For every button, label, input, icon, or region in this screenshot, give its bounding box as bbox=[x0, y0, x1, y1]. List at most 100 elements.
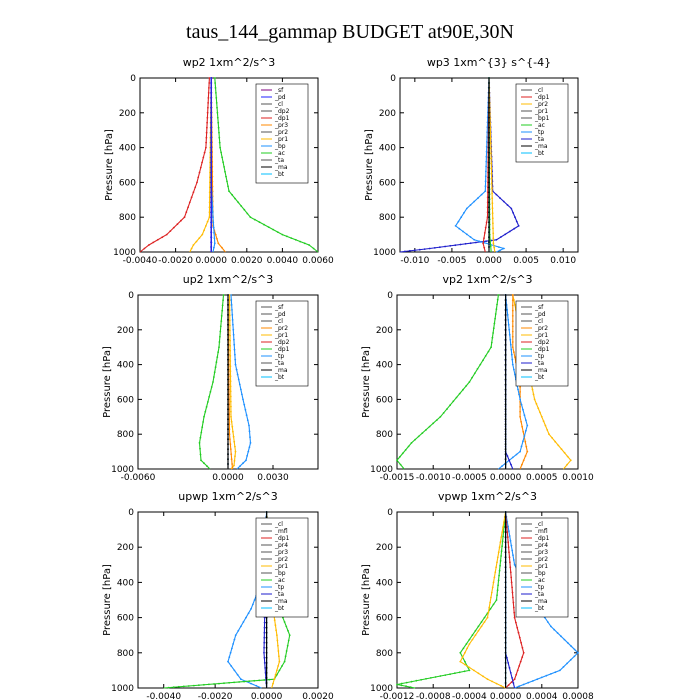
legend: _sf_pd_cl_pr2_pr1_dp2_dp1_tp_ta_ma_bt bbox=[255, 300, 309, 387]
data-point bbox=[513, 351, 515, 354]
data-point bbox=[500, 684, 502, 687]
data-point bbox=[504, 378, 507, 381]
data-point bbox=[238, 383, 241, 386]
data-point bbox=[486, 196, 489, 199]
data-point bbox=[446, 408, 448, 410]
data-point bbox=[522, 459, 525, 462]
data-point bbox=[223, 166, 226, 168]
data-point bbox=[559, 669, 561, 672]
data-point bbox=[490, 162, 493, 165]
data-point bbox=[496, 594, 498, 596]
data-point bbox=[287, 629, 289, 632]
data-point bbox=[208, 206, 211, 209]
data-point bbox=[232, 328, 235, 331]
data-point bbox=[265, 641, 268, 644]
data-point bbox=[522, 651, 525, 654]
y-tick-label: 1000 bbox=[113, 248, 136, 258]
data-point bbox=[227, 328, 229, 331]
data-point bbox=[504, 526, 507, 528]
legend: _cl_mfl_dp1_pr4_pr3_pr2_pr1_bp_ac_tp_ta_… bbox=[255, 517, 309, 618]
legend: _cl_dp1_pr2_pr1_bp1_ac_tp_ta_ma_bt bbox=[515, 83, 569, 163]
data-point bbox=[569, 459, 572, 462]
data-point bbox=[227, 348, 229, 351]
data-point bbox=[569, 658, 572, 661]
data-point bbox=[499, 564, 501, 567]
data-point bbox=[203, 683, 205, 686]
data-point bbox=[229, 344, 232, 347]
x-tick-label: 0.0000 bbox=[490, 473, 522, 483]
data-point bbox=[502, 530, 505, 533]
data-point bbox=[464, 651, 466, 654]
data-point bbox=[521, 646, 524, 649]
data-point bbox=[477, 197, 479, 200]
data-point bbox=[208, 77, 211, 79]
data-point bbox=[197, 176, 200, 179]
data-point bbox=[489, 607, 492, 610]
data-point bbox=[506, 526, 508, 528]
data-point bbox=[469, 236, 472, 238]
data-point bbox=[237, 201, 240, 204]
data-point bbox=[492, 242, 495, 245]
y-tick-label: 0 bbox=[128, 291, 134, 301]
data-point bbox=[522, 430, 525, 433]
data-point bbox=[504, 606, 507, 609]
data-point bbox=[281, 233, 284, 236]
data-point bbox=[509, 338, 512, 341]
data-point bbox=[248, 430, 251, 433]
data-point bbox=[156, 238, 159, 241]
data-point bbox=[519, 398, 521, 401]
plot-frame bbox=[396, 294, 579, 470]
data-point bbox=[486, 206, 489, 209]
data-point bbox=[227, 393, 229, 396]
data-point bbox=[521, 463, 523, 466]
data-point bbox=[499, 541, 502, 544]
legend-label: _ta bbox=[534, 360, 544, 367]
data-point bbox=[573, 648, 576, 651]
data-point bbox=[512, 606, 515, 609]
data-point bbox=[509, 566, 512, 569]
legend-label: _ma bbox=[534, 598, 548, 605]
data-point bbox=[265, 656, 268, 659]
data-point bbox=[510, 544, 513, 547]
y-tick-label: 0 bbox=[130, 74, 136, 84]
data-point bbox=[577, 651, 579, 654]
data-point bbox=[504, 438, 507, 441]
data-point bbox=[248, 680, 251, 683]
data-point bbox=[285, 625, 288, 628]
data-point bbox=[503, 521, 505, 523]
data-point bbox=[488, 191, 490, 194]
data-point bbox=[244, 408, 247, 411]
data-point bbox=[414, 438, 416, 441]
data-point bbox=[492, 332, 494, 334]
data-point bbox=[231, 647, 233, 650]
y-tick-label: 200 bbox=[379, 109, 396, 119]
data-point bbox=[205, 225, 207, 227]
data-point bbox=[218, 136, 221, 139]
data-point bbox=[240, 625, 242, 628]
data-point bbox=[208, 186, 211, 189]
data-point bbox=[504, 383, 507, 386]
data-point bbox=[504, 314, 507, 316]
data-point bbox=[504, 662, 507, 664]
data-point bbox=[148, 244, 150, 246]
data-point bbox=[210, 141, 213, 144]
data-point bbox=[281, 665, 283, 667]
data-point bbox=[521, 425, 523, 428]
data-point bbox=[473, 200, 476, 203]
data-point bbox=[497, 294, 500, 296]
data-point bbox=[474, 629, 477, 632]
data-point bbox=[182, 685, 185, 688]
y-axis-label: Pressure [hPa] bbox=[102, 346, 113, 418]
data-point bbox=[570, 645, 573, 648]
data-point bbox=[504, 541, 507, 544]
data-point bbox=[508, 328, 511, 331]
data-point bbox=[504, 566, 507, 569]
data-point bbox=[439, 246, 441, 249]
data-point bbox=[210, 111, 213, 114]
y-tick-label: 400 bbox=[119, 144, 136, 154]
x-tick-label: 0.0040 bbox=[267, 256, 299, 266]
x-tick-label: -0.0020 bbox=[158, 256, 193, 266]
data-point bbox=[201, 161, 203, 164]
data-point bbox=[246, 419, 249, 422]
data-point bbox=[216, 238, 218, 240]
